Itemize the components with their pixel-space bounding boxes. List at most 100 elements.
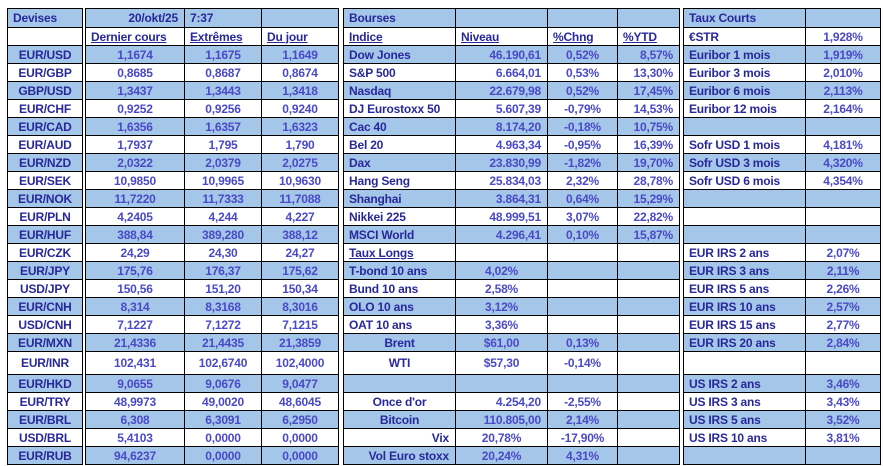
sofr-usd-1-mois-rate[interactable]: 4,181% [805,135,881,154]
indice-once-d-or[interactable]: Once d'or [343,392,456,411]
oat-10-ans-niveau[interactable]: 3,36% [455,315,548,334]
eur-rub-dernier-cours[interactable]: 94,6237 [85,446,185,465]
dax-niveau[interactable]: 23.830,99 [455,153,548,172]
eur-pln-du-jour[interactable]: 4,227 [261,207,339,226]
eur-czk-dernier-cours[interactable]: 24,29 [85,243,185,262]
taux-euribor-1-mois[interactable]: Euribor 1 mois [683,45,806,64]
indice-blank[interactable] [343,374,456,393]
pair-eur-aud[interactable]: EUR/AUD [7,135,83,154]
pair-eur-usd[interactable]: EUR/USD [7,45,83,64]
msci-world-niveau[interactable]: 4.296,41 [455,225,548,244]
once-d-or-ytd[interactable] [617,392,680,411]
cac-40-ytd[interactable]: 10,75% [617,117,680,136]
indice-wti[interactable]: WTI [343,351,456,375]
indice-msci-world[interactable]: MSCI World [343,225,456,244]
taux-us-irs-5-ans[interactable]: US IRS 5 ans [683,410,806,429]
eur-sek-dernier-cours[interactable]: 10,9850 [85,171,185,190]
eur-mxn-du-jour[interactable]: 21,3859 [261,333,339,352]
pair-gbp-usd[interactable]: GBP/USD [7,81,83,100]
shanghai-ytd[interactable]: 15,29% [617,189,680,208]
blank-cell[interactable] [805,8,881,28]
indice-shanghai[interactable]: Shanghai [343,189,456,208]
bitcoin-niveau[interactable]: 110.805,00 [455,410,548,429]
euribor-12-mois-rate[interactable]: 2,164% [805,99,881,118]
taux-eur-irs-15-ans[interactable]: EUR IRS 15 ans [683,315,806,334]
nikkei-225-chng[interactable]: 3,07% [547,207,618,226]
eur-inr-extremes[interactable]: 102,6740 [184,351,262,375]
taux-longs-niveau[interactable] [455,243,548,262]
nasdaq-ytd[interactable]: 17,45% [617,81,680,100]
nasdaq-chng[interactable]: 0,52% [547,81,618,100]
us-irs-10-ans-rate[interactable]: 3,81% [805,428,881,447]
taux-blank[interactable] [683,117,806,136]
header-du-jour[interactable]: Du jour [261,27,339,46]
us-irs-2-ans-rate[interactable]: 3,46% [805,374,881,393]
dj-eurostoxx-50-niveau[interactable]: 5.607,39 [455,99,548,118]
blank-rate[interactable] [805,446,881,465]
pair-eur-brl[interactable]: EUR/BRL [7,410,83,429]
indice-dax[interactable]: Dax [343,153,456,172]
eur-pln-extremes[interactable]: 4,244 [184,207,262,226]
t-bond-10-ans-ytd[interactable] [617,261,680,280]
eur-pln-dernier-cours[interactable]: 4,2405 [85,207,185,226]
indice-vix[interactable]: Vix [343,428,456,447]
brent-chng[interactable]: 0,13% [547,333,618,352]
msci-world-ytd[interactable]: 15,87% [617,225,680,244]
eur-chf-dernier-cours[interactable]: 0,9252 [85,99,185,118]
pair-usd-cnh[interactable]: USD/CNH [7,315,83,334]
brent-ytd[interactable] [617,333,680,352]
eur-brl-dernier-cours[interactable]: 6,308 [85,410,185,429]
taux-str[interactable]: €STR [683,27,806,46]
vol-euro-stoxx-niveau[interactable]: 20,24% [455,446,548,465]
eur-nok-du-jour[interactable]: 11,7088 [261,189,339,208]
blank-niveau[interactable] [455,374,548,393]
eur-try-extremes[interactable]: 49,0020 [184,392,262,411]
pair-eur-cad[interactable]: EUR/CAD [7,117,83,136]
nikkei-225-niveau[interactable]: 48.999,51 [455,207,548,226]
euribor-3-mois-rate[interactable]: 2,010% [805,63,881,82]
eur-gbp-du-jour[interactable]: 0,8674 [261,63,339,82]
eur-cnh-extremes[interactable]: 8,3168 [184,297,262,316]
taux-us-irs-2-ans[interactable]: US IRS 2 ans [683,374,806,393]
indice-nasdaq[interactable]: Nasdaq [343,81,456,100]
eur-inr-dernier-cours[interactable]: 102,431 [85,351,185,375]
gbp-usd-dernier-cours[interactable]: 1,3437 [85,81,185,100]
eur-try-dernier-cours[interactable]: 48,9973 [85,392,185,411]
indice-cac-40[interactable]: Cac 40 [343,117,456,136]
oat-10-ans-chng[interactable] [547,315,618,334]
eur-cnh-du-jour[interactable]: 8,3016 [261,297,339,316]
blank-chng[interactable] [547,374,618,393]
eur-irs-20-ans-rate[interactable]: 2,84% [805,333,881,352]
taux-eur-irs-20-ans[interactable]: EUR IRS 20 ans [683,333,806,352]
vix-chng[interactable]: -17,90% [547,428,618,447]
taux-sofr-usd-1-mois[interactable]: Sofr USD 1 mois [683,135,806,154]
taux-blank[interactable] [683,189,806,208]
eur-jpy-dernier-cours[interactable]: 175,76 [85,261,185,280]
indice-oat-10-ans[interactable]: OAT 10 ans [343,315,456,334]
pair-eur-cnh[interactable]: EUR/CNH [7,297,83,316]
pair-eur-nzd[interactable]: EUR/NZD [7,153,83,172]
taux-eur-irs-5-ans[interactable]: EUR IRS 5 ans [683,279,806,298]
eur-hkd-du-jour[interactable]: 9,0477 [261,374,339,393]
wti-ytd[interactable] [617,351,680,375]
eur-chf-du-jour[interactable]: 0,9240 [261,99,339,118]
once-d-or-niveau[interactable]: 4.254,20 [455,392,548,411]
hang-seng-chng[interactable]: 2,32% [547,171,618,190]
nasdaq-niveau[interactable]: 22.679,98 [455,81,548,100]
eur-huf-du-jour[interactable]: 388,12 [261,225,339,244]
msci-world-chng[interactable]: 0,10% [547,225,618,244]
t-bond-10-ans-niveau[interactable]: 4,02% [455,261,548,280]
bel-20-ytd[interactable]: 16,39% [617,135,680,154]
eur-aud-extremes[interactable]: 1,795 [184,135,262,154]
eur-hkd-dernier-cours[interactable]: 9,0655 [85,374,185,393]
shanghai-niveau[interactable]: 3.864,31 [455,189,548,208]
eur-jpy-du-jour[interactable]: 175,62 [261,261,339,280]
eur-hkd-extremes[interactable]: 9,0676 [184,374,262,393]
pair-eur-pln[interactable]: EUR/PLN [7,207,83,226]
indice-bel-20[interactable]: Bel 20 [343,135,456,154]
eur-cnh-dernier-cours[interactable]: 8,314 [85,297,185,316]
olo-10-ans-chng[interactable] [547,297,618,316]
pair-eur-huf[interactable]: EUR/HUF [7,225,83,244]
gbp-usd-du-jour[interactable]: 1,3418 [261,81,339,100]
taux-longs-chng[interactable] [547,243,618,262]
